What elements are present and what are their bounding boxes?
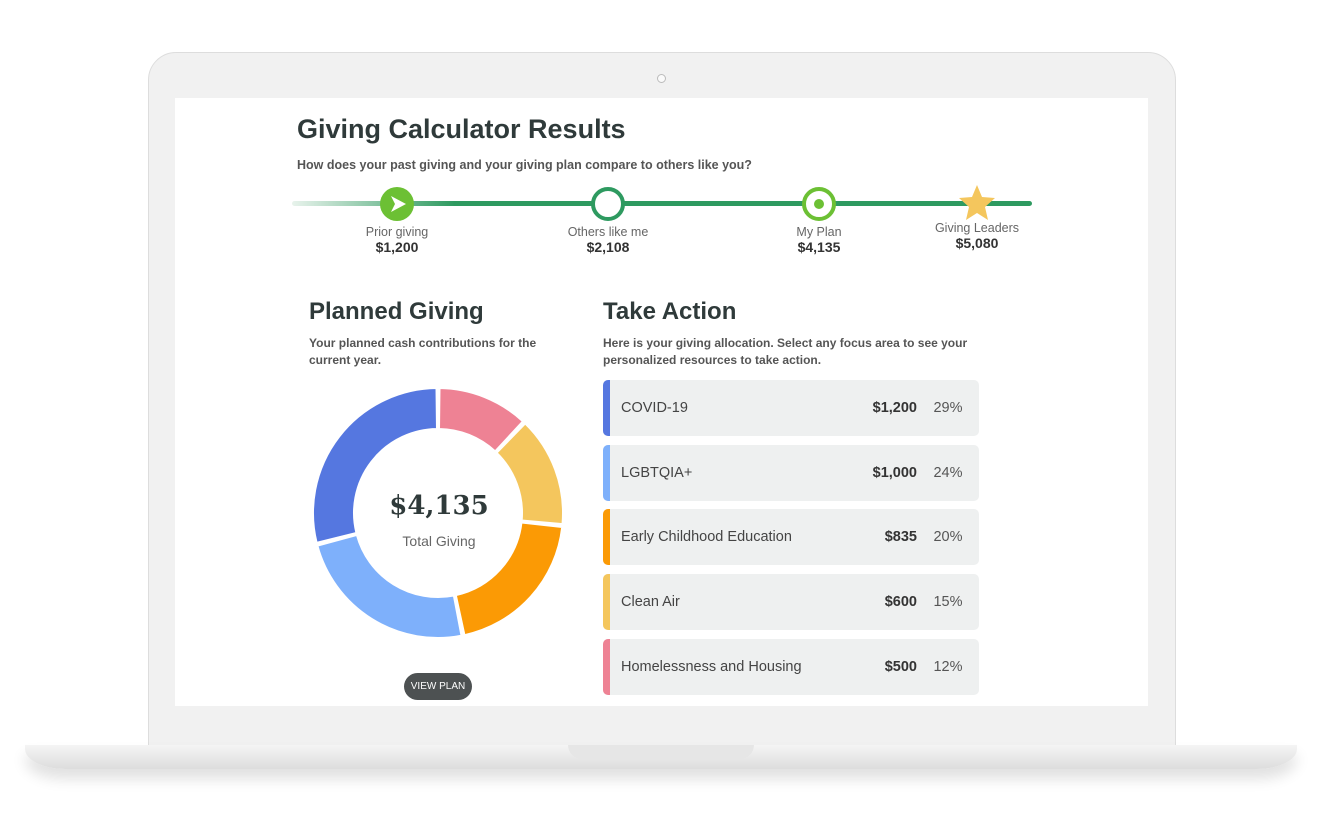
color-bar (603, 509, 610, 566)
laptop-notch (568, 745, 754, 759)
focus-area-row[interactable]: Homelessness and Housing $500 12% (603, 638, 979, 695)
focus-area-percent: 12% (933, 658, 963, 675)
focus-area-amount: $835 (884, 529, 917, 546)
node-prior-giving: Prior giving $1,200 (327, 187, 467, 255)
page-subtitle: How does your past giving and your givin… (297, 158, 752, 172)
node-value: $1,200 (375, 239, 419, 255)
focus-area-percent: 20% (933, 529, 963, 546)
focus-area-name: Early Childhood Education (621, 529, 792, 546)
total-amount: $4,135 (389, 491, 489, 521)
focus-area-name: Clean Air (621, 594, 680, 611)
focus-area-row[interactable]: LGBTQIA+ $1,000 24% (603, 444, 979, 501)
color-bar (603, 574, 610, 631)
camera (657, 74, 666, 83)
node-my-plan: My Plan $4,135 (749, 187, 889, 255)
node-value: $5,080 (955, 235, 999, 251)
ring-icon (591, 187, 625, 221)
total-label: Total Giving (402, 533, 476, 549)
node-label: Prior giving (365, 225, 429, 239)
focus-area-percent: 24% (933, 464, 963, 481)
take-action-title: Take Action (603, 298, 737, 325)
focus-area-amount: $600 (884, 594, 917, 611)
donut-chart (312, 387, 564, 639)
page-title: Giving Calculator Results (297, 114, 626, 144)
donut-slice-covid-19[interactable] (312, 387, 438, 544)
focus-area-row[interactable]: Clean Air $600 15% (603, 574, 979, 631)
comparison-track (292, 201, 1032, 206)
planned-giving-description: Your planned cash contributions for the … (309, 336, 537, 367)
focus-area-percent: 29% (933, 400, 963, 416)
focus-area-percent: 15% (933, 594, 963, 611)
node-others-like-me: Others like me $2,108 (538, 187, 678, 255)
star-icon (907, 183, 1047, 221)
focus-area-amount: $1,000 (872, 464, 917, 481)
donut-slice-lgbtqia-[interactable] (316, 533, 463, 639)
node-giving-leaders: Giving Leaders $5,080 (907, 183, 1047, 251)
focus-area-name: COVID-19 (621, 400, 688, 416)
take-action-description: Here is your giving allocation. Select a… (603, 336, 968, 367)
donut-slice-clean-air[interactable] (495, 422, 564, 526)
node-value: $2,108 (586, 239, 630, 255)
planned-giving-title: Planned Giving (309, 298, 484, 325)
node-label: My Plan (796, 225, 842, 239)
focus-area-name: Homelessness and Housing (621, 658, 802, 675)
target-icon (802, 187, 836, 221)
focus-area-amount: $1,200 (872, 400, 917, 416)
play-arrow-icon (380, 187, 414, 221)
view-plan-button[interactable]: VIEW PLAN (404, 673, 472, 700)
color-bar (603, 444, 610, 501)
focus-area-name: LGBTQIA+ (621, 464, 693, 481)
donut-slice-early-childhood-education[interactable] (454, 521, 564, 637)
donut-slice-homelessness-and-housing[interactable] (438, 387, 524, 453)
node-value: $4,135 (797, 239, 841, 255)
node-label: Others like me (567, 225, 649, 239)
focus-area-row[interactable]: Early Childhood Education $835 20% (603, 509, 979, 566)
color-bar (603, 638, 610, 695)
node-label: Giving Leaders (934, 221, 1020, 235)
focus-area-row[interactable]: COVID-19 $1,200 29% (603, 380, 979, 436)
screen: Giving Calculator Results How does your … (175, 98, 1148, 706)
focus-area-amount: $500 (884, 658, 917, 675)
color-bar (603, 380, 610, 436)
